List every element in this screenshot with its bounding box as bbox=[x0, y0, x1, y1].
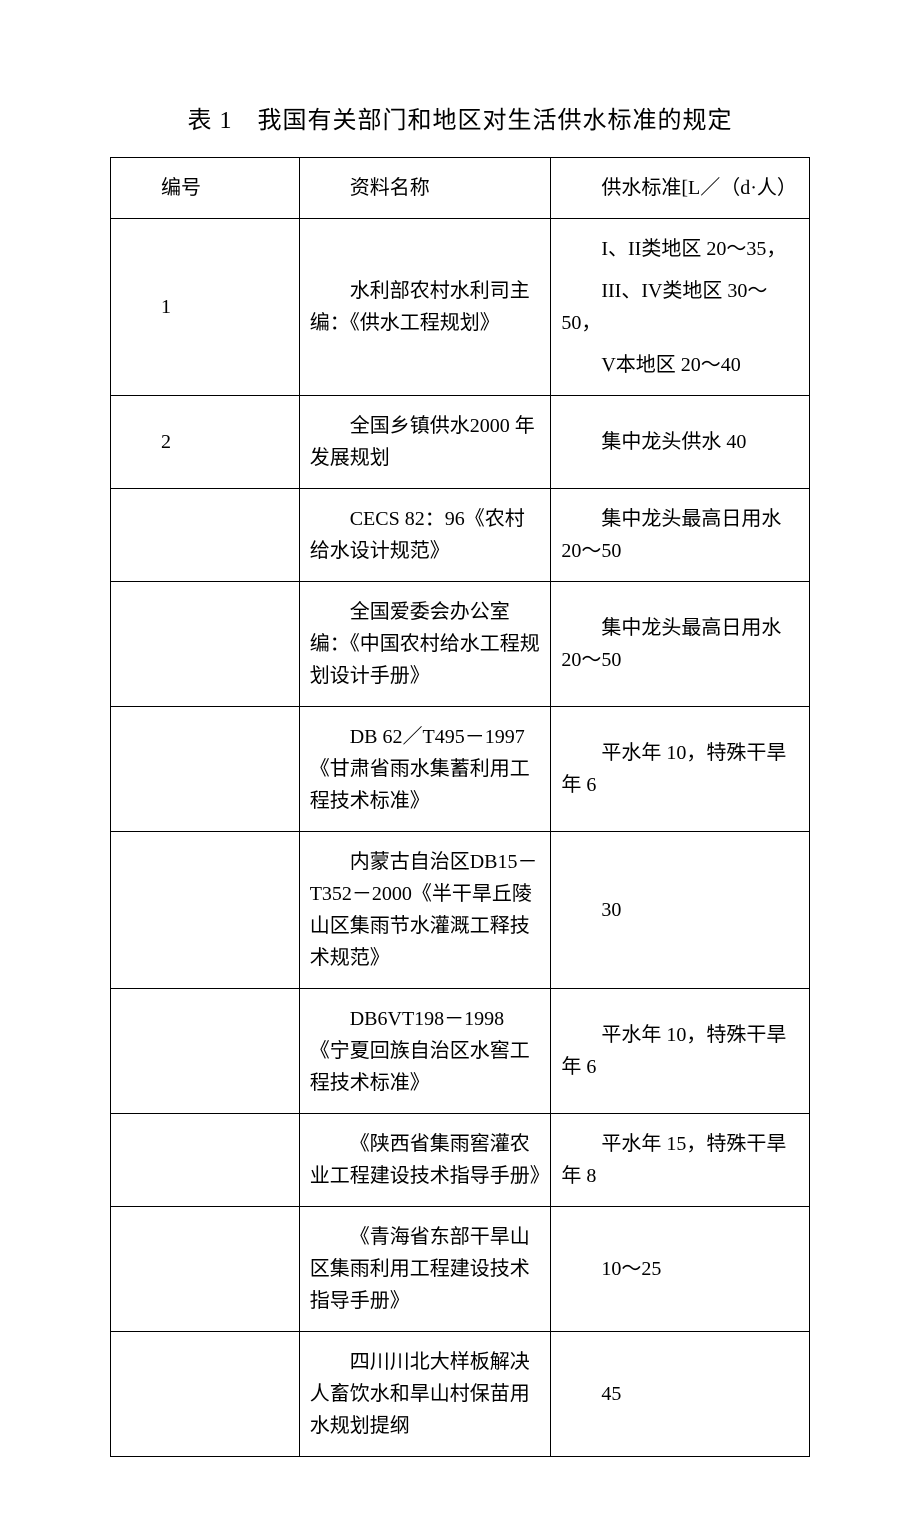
cell-source: 四川川北大样板解决人畜饮水和旱山村保苗用水规划提纲 bbox=[299, 1332, 551, 1457]
table-row: 1水利部农村水利司主编：《供水工程规划》I、II类地区 20～35，III、IV… bbox=[111, 219, 810, 396]
cell-standard: 30 bbox=[551, 832, 810, 989]
header-col1: 编号 bbox=[111, 158, 300, 219]
cell-source: CECS 82：96《农村给水设计规范》 bbox=[299, 489, 551, 582]
cell-source: DB6VT198－1998《宁夏回族自治区水窖工程技术标准》 bbox=[299, 989, 551, 1114]
cell-id bbox=[111, 989, 300, 1114]
table-row: 全国爱委会办公室编：《中国农村给水工程规划设计手册》集中龙头最高日用水 20～5… bbox=[111, 582, 810, 707]
cell-standard: I、II类地区 20～35，III、IV类地区 30～50，V本地区 20～40 bbox=[551, 219, 810, 396]
cell-source: DB 62／T495－1997《甘肃省雨水集蓄利用工程技术标准》 bbox=[299, 707, 551, 832]
cell-source: 内蒙古自治区DB15－T352－2000《半干旱丘陵山区集雨节水灌溉工释技术规范… bbox=[299, 832, 551, 989]
cell-source: 《陕西省集雨窖灌农业工程建设技术指导手册》 bbox=[299, 1114, 551, 1207]
cell-id: 2 bbox=[111, 396, 300, 489]
cell-id bbox=[111, 1207, 300, 1332]
table-row: 内蒙古自治区DB15－T352－2000《半干旱丘陵山区集雨节水灌溉工释技术规范… bbox=[111, 832, 810, 989]
header-col2: 资料名称 bbox=[299, 158, 551, 219]
cell-id bbox=[111, 582, 300, 707]
table-title: 表 1 我国有关部门和地区对生活供水标准的规定 bbox=[110, 100, 810, 135]
cell-source: 《青海省东部干旱山区集雨利用工程建设技术指导手册》 bbox=[299, 1207, 551, 1332]
cell-source: 全国乡镇供水2000 年发展规划 bbox=[299, 396, 551, 489]
cell-standard: 集中龙头最高日用水 20～50 bbox=[551, 489, 810, 582]
table-row: 《陕西省集雨窖灌农业工程建设技术指导手册》平水年 15，特殊干旱年 8 bbox=[111, 1114, 810, 1207]
cell-standard: 集中龙头最高日用水 20～50 bbox=[551, 582, 810, 707]
table-row: DB 62／T495－1997《甘肃省雨水集蓄利用工程技术标准》平水年 10，特… bbox=[111, 707, 810, 832]
table-row: 《青海省东部干旱山区集雨利用工程建设技术指导手册》10～25 bbox=[111, 1207, 810, 1332]
cell-standard: 平水年 10，特殊干旱年 6 bbox=[551, 989, 810, 1114]
header-col3: 供水标准[L／（d·人） bbox=[551, 158, 810, 219]
cell-source: 水利部农村水利司主编：《供水工程规划》 bbox=[299, 219, 551, 396]
table-row: 四川川北大样板解决人畜饮水和旱山村保苗用水规划提纲45 bbox=[111, 1332, 810, 1457]
table-row: CECS 82：96《农村给水设计规范》集中龙头最高日用水 20～50 bbox=[111, 489, 810, 582]
cell-id: 1 bbox=[111, 219, 300, 396]
cell-id bbox=[111, 707, 300, 832]
cell-standard: 平水年 10，特殊干旱年 6 bbox=[551, 707, 810, 832]
table-header-row: 编号 资料名称 供水标准[L／（d·人） bbox=[111, 158, 810, 219]
table-row: DB6VT198－1998《宁夏回族自治区水窖工程技术标准》平水年 10，特殊干… bbox=[111, 989, 810, 1114]
cell-standard: 45 bbox=[551, 1332, 810, 1457]
cell-id bbox=[111, 1114, 300, 1207]
standards-table: 编号 资料名称 供水标准[L／（d·人） 1水利部农村水利司主编：《供水工程规划… bbox=[110, 157, 810, 1457]
cell-standard: 集中龙头供水 40 bbox=[551, 396, 810, 489]
cell-source: 全国爱委会办公室编：《中国农村给水工程规划设计手册》 bbox=[299, 582, 551, 707]
cell-id bbox=[111, 832, 300, 989]
cell-id bbox=[111, 1332, 300, 1457]
cell-id bbox=[111, 489, 300, 582]
table-row: 2全国乡镇供水2000 年发展规划集中龙头供水 40 bbox=[111, 396, 810, 489]
cell-standard: 平水年 15，特殊干旱年 8 bbox=[551, 1114, 810, 1207]
cell-standard: 10～25 bbox=[551, 1207, 810, 1332]
